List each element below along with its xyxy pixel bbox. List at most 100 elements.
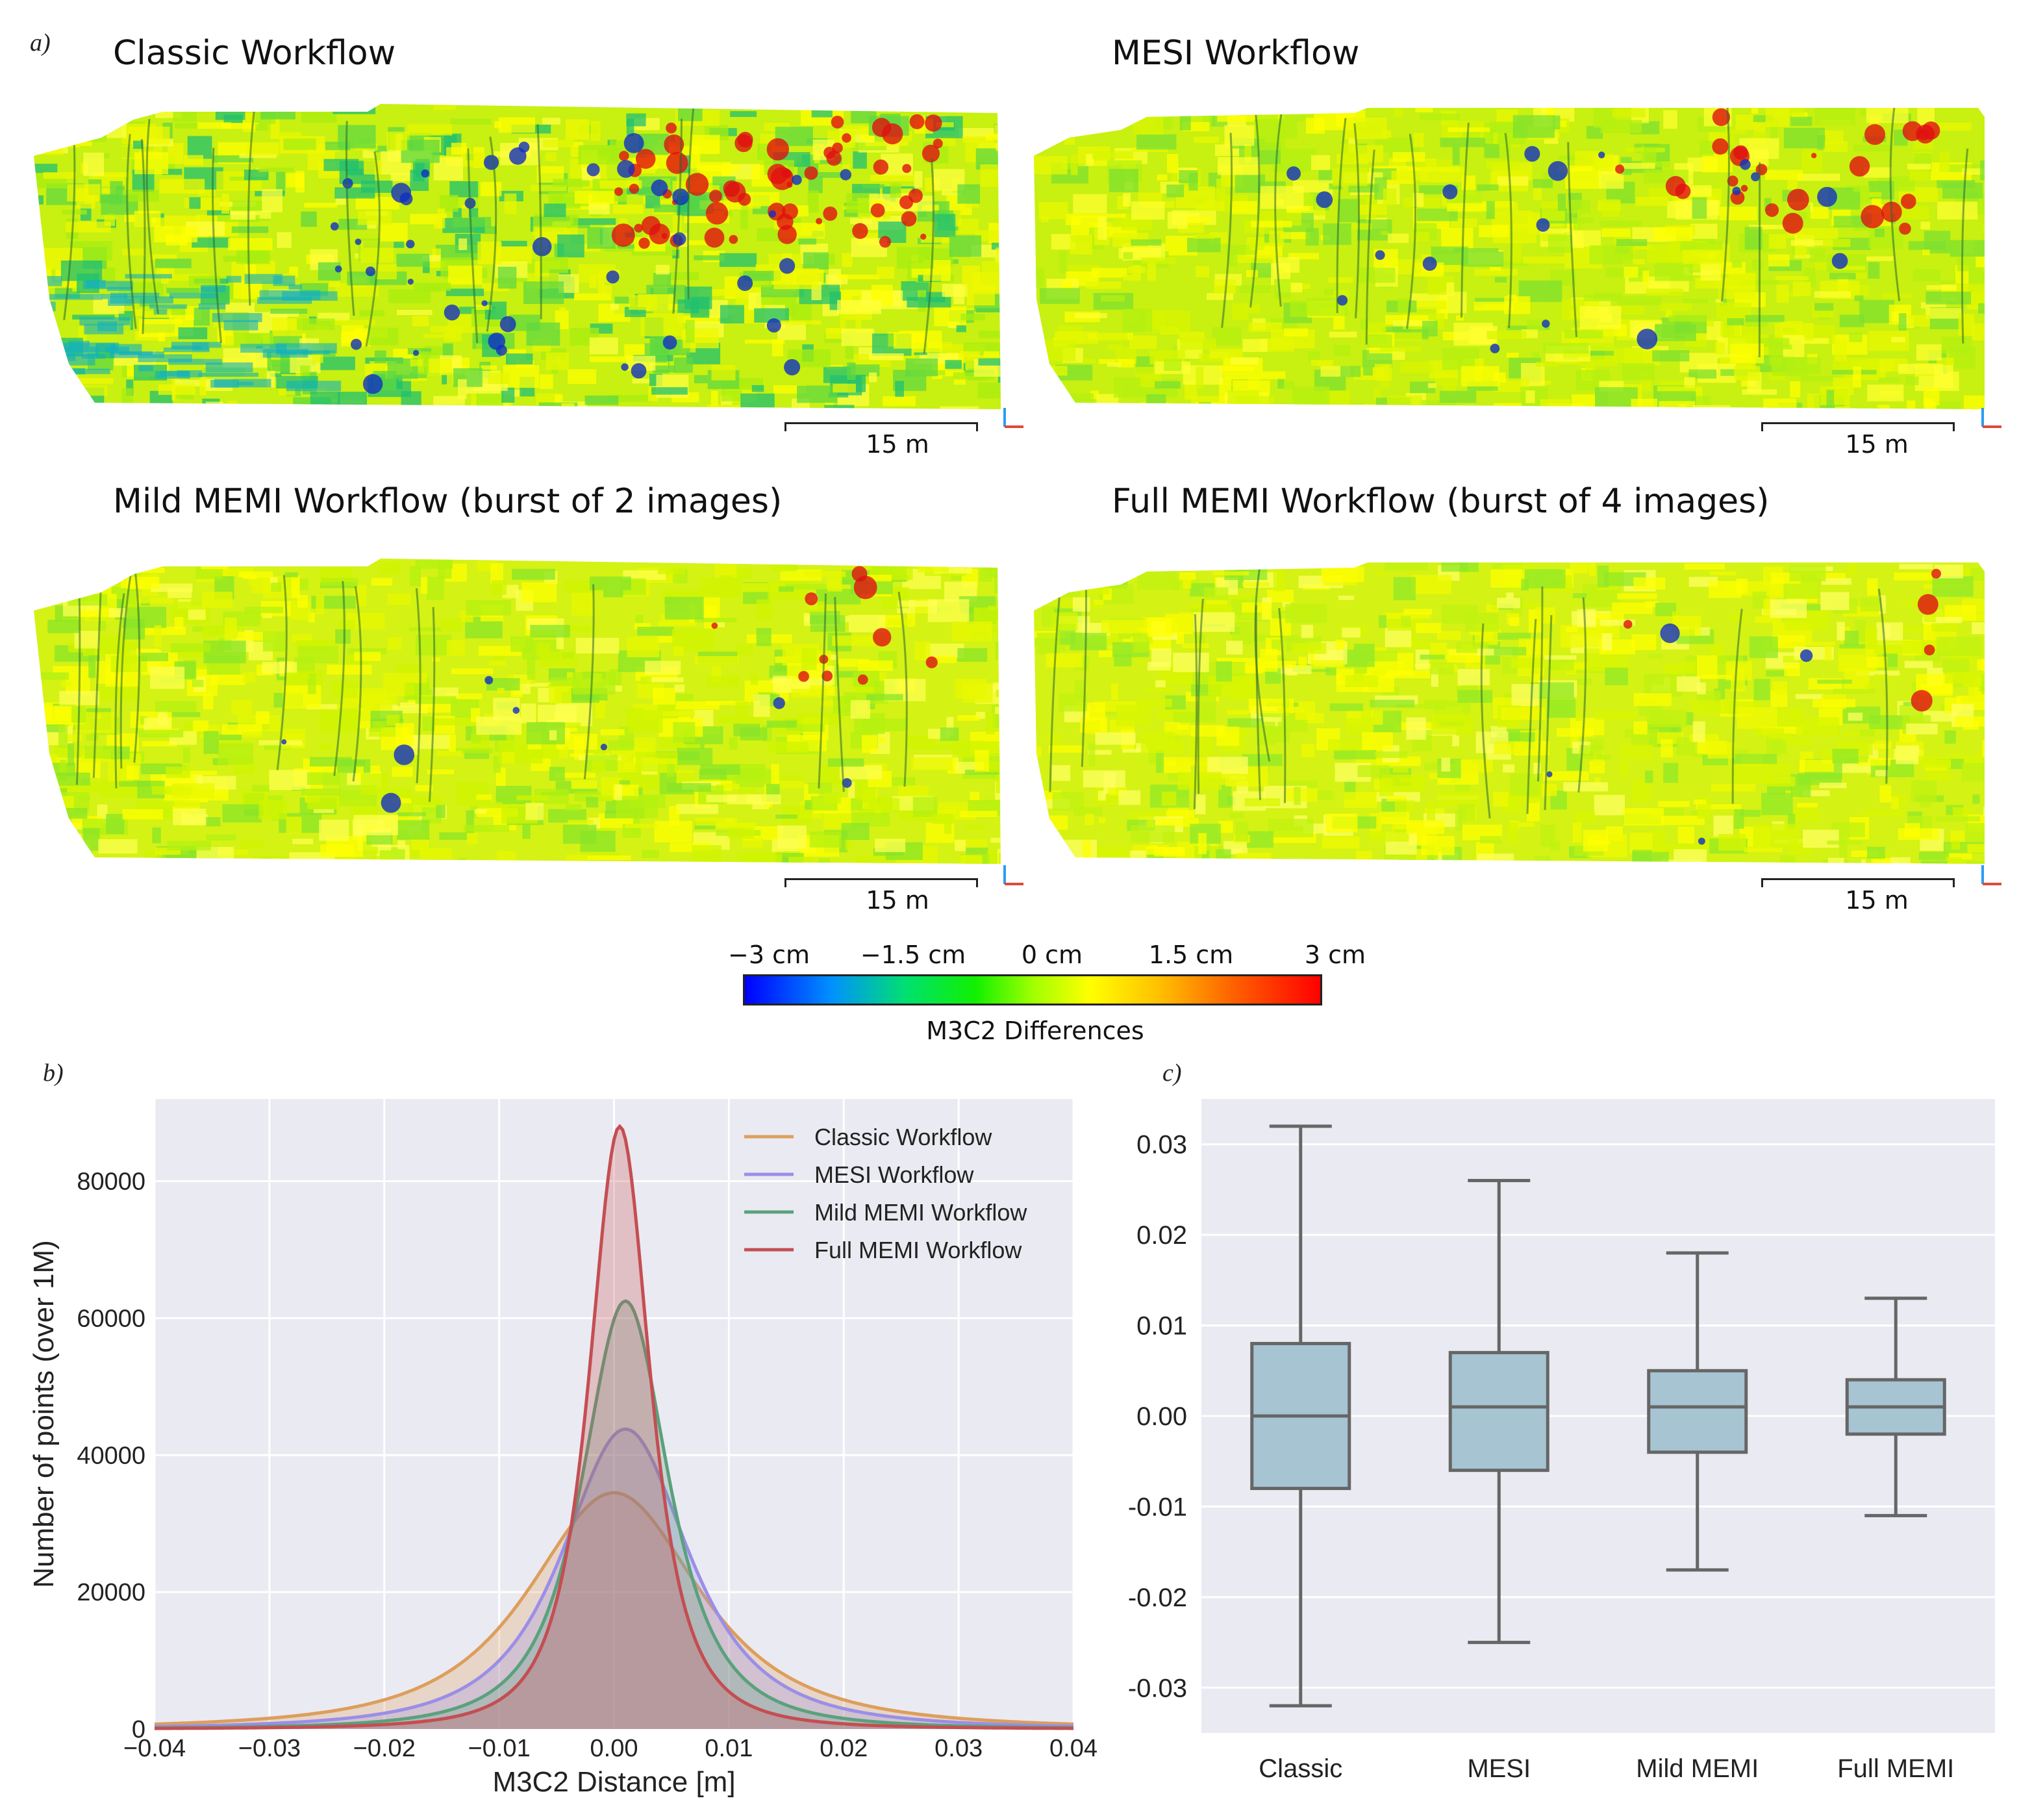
map-fracture: [536, 124, 542, 320]
map-texture: [152, 827, 161, 844]
map-texture: [661, 233, 668, 239]
series-line: [154, 1491, 1074, 1726]
map-texture: [909, 114, 925, 129]
map-texture: [173, 770, 218, 776]
map-texture: [183, 155, 204, 166]
map-texture: [644, 758, 677, 764]
map-texture: [449, 181, 479, 197]
map-texture: [451, 668, 494, 675]
map-texture: [1457, 668, 1490, 686]
map-texture: [1729, 614, 1747, 621]
map-texture: [1422, 257, 1437, 271]
map-texture: [1544, 655, 1577, 660]
map-texture: [457, 379, 467, 399]
map-texture: [1403, 609, 1433, 614]
map-texture: [723, 180, 740, 197]
map-texture: [1760, 338, 1790, 348]
map-texture: [1558, 155, 1583, 161]
map-texture: [736, 644, 753, 655]
map-texture: [1242, 676, 1258, 697]
map-texture: [936, 655, 957, 663]
map-texture: [1386, 795, 1407, 802]
map-texture: [1676, 676, 1700, 692]
map-texture: [177, 370, 203, 377]
map-texture: [1051, 765, 1071, 781]
map-texture: [1772, 681, 1788, 696]
map-texture: [244, 606, 284, 613]
map-texture: [1754, 122, 1766, 133]
map-texture: [83, 152, 105, 176]
map-texture: [1995, 368, 2004, 382]
map-texture: [506, 353, 533, 365]
map-texture: [1532, 861, 1558, 864]
map-texture: [1977, 303, 1985, 314]
map-texture: [1645, 770, 1653, 783]
map-texture: [530, 184, 567, 192]
map-texture: [1542, 320, 1550, 328]
map-texture: [1677, 826, 1695, 844]
map-texture: [1637, 329, 1658, 349]
map-texture: [942, 284, 968, 297]
map-texture: [1657, 412, 1672, 416]
map-texture: [883, 396, 916, 407]
map-texture: [1436, 631, 1461, 640]
panel-label-a: a): [30, 29, 51, 57]
map-texture: [166, 766, 190, 778]
map-texture: [1834, 339, 1847, 361]
map-texture: [1194, 401, 1227, 409]
map-texture: [198, 303, 226, 310]
map-texture: [823, 206, 838, 221]
map-texture: [666, 412, 683, 416]
map-texture: [1621, 162, 1655, 169]
map-texture: [1052, 792, 1084, 811]
map-texture: [368, 327, 399, 346]
map-texture: [1224, 405, 1239, 409]
map-texture: [335, 629, 351, 644]
map-texture: [40, 275, 62, 286]
map-fracture: [211, 147, 222, 343]
map-texture: [1614, 348, 1644, 363]
map-texture: [59, 574, 69, 588]
map-texture: [1980, 160, 1985, 181]
map-texture: [1166, 865, 1201, 870]
map-texture: [868, 353, 904, 360]
map-texture: [1680, 242, 1723, 252]
map-texture: [1957, 257, 1982, 272]
map-texture: [1746, 329, 1753, 348]
map-texture: [1839, 314, 1864, 327]
map-texture: [1002, 277, 1004, 297]
x-tick-label: 0.00: [590, 1735, 638, 1762]
map-texture: [1543, 771, 1589, 781]
y-axis-label: Number of points (over 1M): [28, 1240, 60, 1588]
map-texture: [1633, 577, 1666, 590]
map-texture: [1779, 855, 1796, 864]
map-texture: [1981, 675, 1985, 694]
map-texture: [694, 255, 724, 260]
map-texture: [59, 759, 67, 781]
map-texture: [1123, 274, 1142, 281]
map-texture: [36, 392, 49, 400]
map-texture: [1649, 710, 1687, 727]
map-texture: [203, 731, 219, 754]
map-texture: [1374, 867, 1388, 870]
map-texture: [407, 124, 453, 136]
map-texture: [525, 803, 544, 820]
map-texture: [1937, 122, 1972, 131]
map-texture: [1543, 343, 1589, 354]
map-texture: [1094, 600, 1104, 605]
map-texture: [379, 561, 401, 575]
map-texture: [1129, 850, 1146, 862]
map-texture: [172, 783, 215, 799]
colorbar-tick: 1.5 cm: [1148, 941, 1234, 969]
map-texture: [1662, 844, 1705, 852]
map-texture: [429, 359, 452, 373]
map-texture: [355, 238, 362, 246]
map-texture: [110, 296, 173, 304]
map-texture: [1727, 318, 1744, 325]
map-texture: [1120, 108, 1153, 112]
map-fracture: [333, 581, 345, 776]
map-texture: [970, 791, 980, 800]
map-texture: [335, 283, 379, 297]
map-texture: [1259, 338, 1294, 352]
map-texture: [218, 743, 253, 765]
